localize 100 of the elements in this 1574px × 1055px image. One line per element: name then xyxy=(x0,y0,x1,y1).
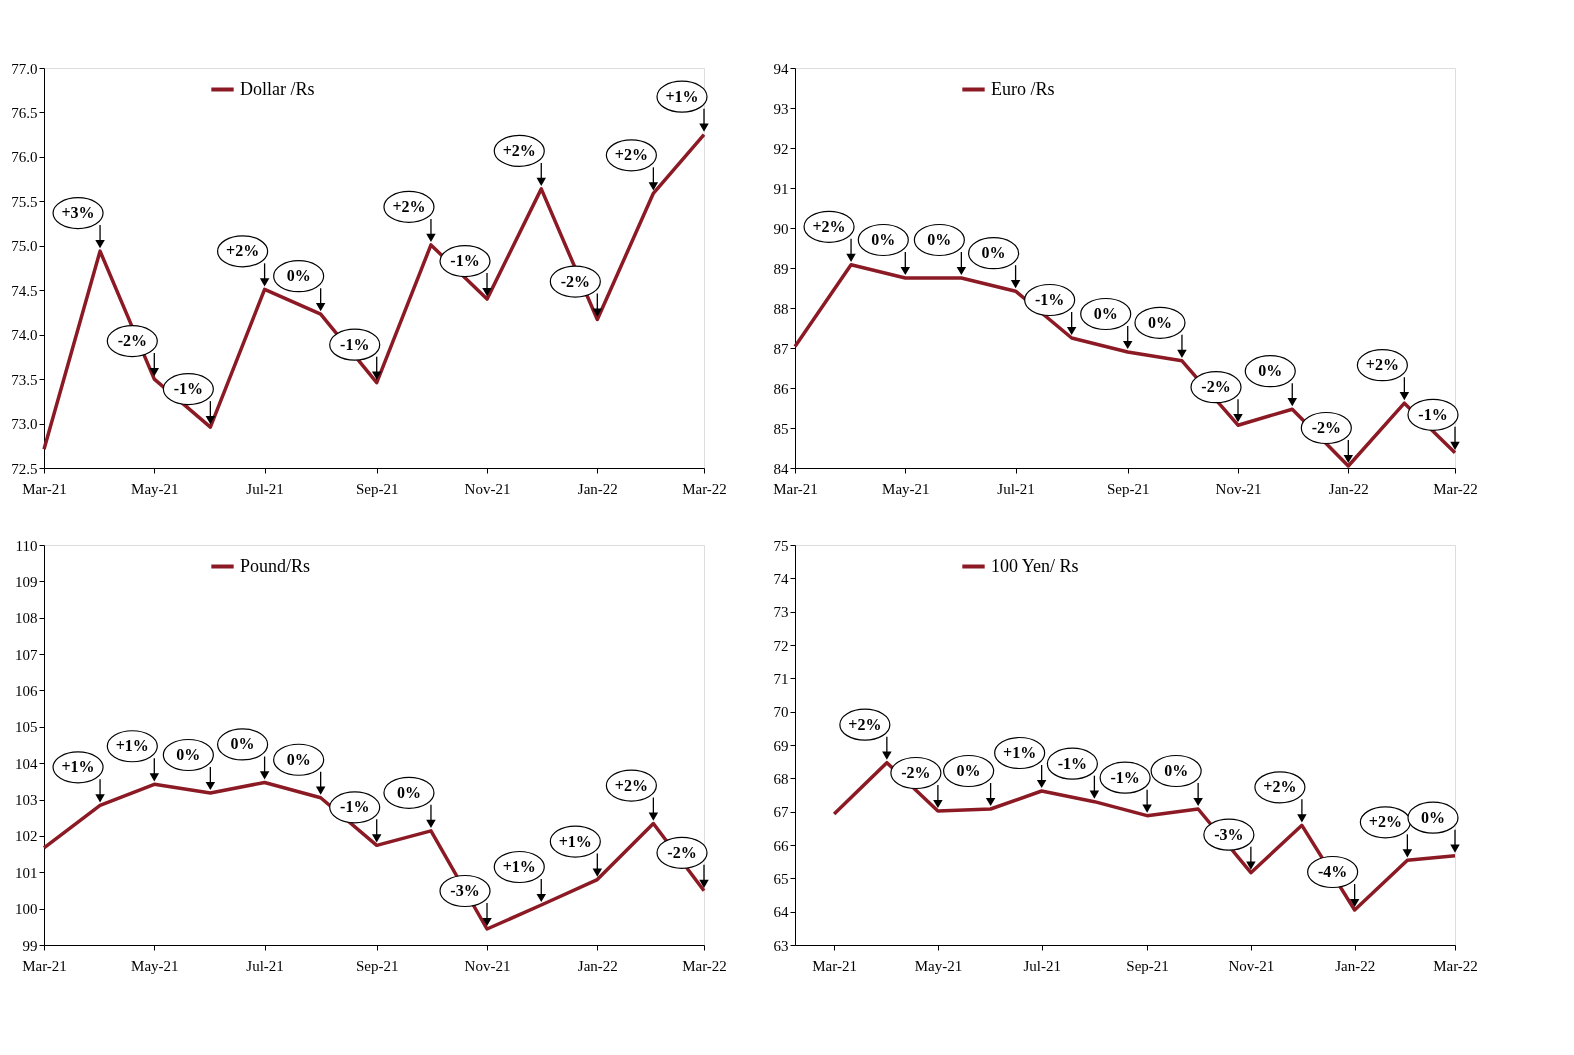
y-tick-label: 75.5 xyxy=(11,193,38,210)
y-tick-label: 67 xyxy=(773,804,789,821)
legend-label: Pound/Rs xyxy=(240,555,311,576)
annotation: -2% xyxy=(1201,378,1231,396)
annotation: +3% xyxy=(61,204,95,222)
annotation: +2% xyxy=(226,242,260,260)
y-tick-label: 74.0 xyxy=(11,327,38,344)
x-tick-label: Mar-22 xyxy=(682,957,727,974)
x-tick-label: Mar-21 xyxy=(773,480,818,497)
y-tick-label: 86 xyxy=(773,380,789,397)
annotation: 0% xyxy=(1164,762,1189,779)
y-tick-label: 103 xyxy=(15,792,38,809)
annotation: -3% xyxy=(450,882,480,899)
y-tick-label: 102 xyxy=(15,828,38,845)
y-tick-label: 101 xyxy=(15,864,38,881)
annotation: -1% xyxy=(1110,768,1140,786)
y-tick-label: 73.5 xyxy=(11,371,38,388)
annotation: 0% xyxy=(927,231,952,248)
x-tick-label: Jul-21 xyxy=(997,480,1035,497)
x-tick-label: Mar-21 xyxy=(22,957,67,974)
y-tick-label: 109 xyxy=(15,573,38,590)
x-tick-label: Sep-21 xyxy=(1106,480,1150,497)
y-tick-label: 94 xyxy=(773,60,789,77)
x-tick-label: Jan-22 xyxy=(577,957,618,974)
annotation: +2% xyxy=(848,715,882,733)
y-tick-label: 63 xyxy=(773,937,789,954)
legend-label: 100 Yen/ Rs xyxy=(991,555,1079,576)
annotation: -2% xyxy=(901,764,931,781)
x-tick-label: Jan-22 xyxy=(1335,957,1376,974)
annotation: 0% xyxy=(286,267,311,285)
annotation: -1% xyxy=(340,335,370,353)
y-tick-label: 65 xyxy=(773,870,789,887)
y-tick-label: 88 xyxy=(773,300,789,317)
y-tick-label: 75 xyxy=(773,537,789,554)
y-tick-label: 106 xyxy=(15,682,38,699)
x-tick-label: Mar-22 xyxy=(682,480,727,497)
annotation: 0% xyxy=(286,750,311,768)
y-tick-label: 92 xyxy=(773,140,789,157)
annotation: -1% xyxy=(450,252,480,270)
annotation: +1% xyxy=(502,858,536,875)
annotation: +2% xyxy=(1365,356,1399,374)
annotation: 0% xyxy=(1421,808,1445,826)
line-series xyxy=(42,780,706,931)
annotation: 0% xyxy=(956,762,981,779)
x-tick-label: Jul-21 xyxy=(246,957,284,974)
annotation: -2% xyxy=(667,843,697,861)
annotation: +2% xyxy=(392,197,426,215)
annotation: +1% xyxy=(61,758,95,776)
annotation: -2% xyxy=(560,272,590,290)
y-tick-label: 110 xyxy=(15,537,38,554)
y-tick-label: 105 xyxy=(15,719,38,736)
line-series xyxy=(42,132,706,452)
y-tick-label: 100 xyxy=(15,901,38,918)
x-tick-label: May-21 xyxy=(882,480,930,497)
annotation: -2% xyxy=(117,332,147,350)
annotation: -1% xyxy=(173,380,204,398)
legend-label: Euro /Rs xyxy=(991,78,1055,99)
y-tick-label: 75.0 xyxy=(11,238,38,255)
annotation: -1% xyxy=(340,798,370,816)
y-tick-label: 85 xyxy=(773,420,789,437)
annotation: +1% xyxy=(115,737,149,755)
x-tick-label: Mar-22 xyxy=(1433,480,1478,497)
y-tick-label: 66 xyxy=(773,837,789,854)
y-tick-label: 90 xyxy=(773,220,789,237)
y-tick-label: 91 xyxy=(773,180,789,197)
y-tick-label: 73.0 xyxy=(11,416,38,433)
y-tick-label: 107 xyxy=(15,646,38,663)
x-tick-label: Jan-22 xyxy=(577,480,618,497)
annotation: +2% xyxy=(1263,778,1297,796)
y-tick-label: 64 xyxy=(773,904,789,921)
annotation: -3% xyxy=(1214,825,1244,843)
x-tick-label: Nov-21 xyxy=(464,957,511,974)
x-tick-label: Jul-21 xyxy=(246,480,284,497)
y-tick-label: 74.5 xyxy=(11,282,38,299)
annotation: 0% xyxy=(981,244,1006,262)
annotation: +2% xyxy=(614,146,648,164)
x-tick-label: Jan-22 xyxy=(1328,480,1369,497)
y-tick-label: 76.0 xyxy=(11,149,38,166)
y-tick-label: 93 xyxy=(773,100,789,117)
y-tick-label: 73 xyxy=(773,604,789,621)
y-tick-label: 84 xyxy=(773,460,789,477)
annotation: -1% xyxy=(1057,754,1088,772)
annotation: +1% xyxy=(665,87,699,105)
annotation: 0% xyxy=(1093,305,1118,322)
x-tick-label: Mar-21 xyxy=(812,957,857,974)
annotation: 0% xyxy=(871,231,896,248)
x-tick-label: Sep-21 xyxy=(1126,957,1169,974)
y-tick-label: 77.0 xyxy=(11,60,38,77)
y-tick-label: 69 xyxy=(773,737,789,754)
y-tick-label: 104 xyxy=(15,755,38,772)
x-tick-label: Sep-21 xyxy=(355,480,399,497)
annotation: +1% xyxy=(558,832,592,850)
annotation: -2% xyxy=(1311,419,1341,436)
y-tick-label: 108 xyxy=(15,610,38,627)
y-tick-label: 70 xyxy=(773,704,789,721)
x-tick-label: Jul-21 xyxy=(1023,957,1061,974)
annotation: +2% xyxy=(1368,813,1402,831)
x-tick-label: May-21 xyxy=(131,957,179,974)
x-tick-label: Mar-22 xyxy=(1433,957,1478,974)
annotation: 0% xyxy=(396,783,421,801)
